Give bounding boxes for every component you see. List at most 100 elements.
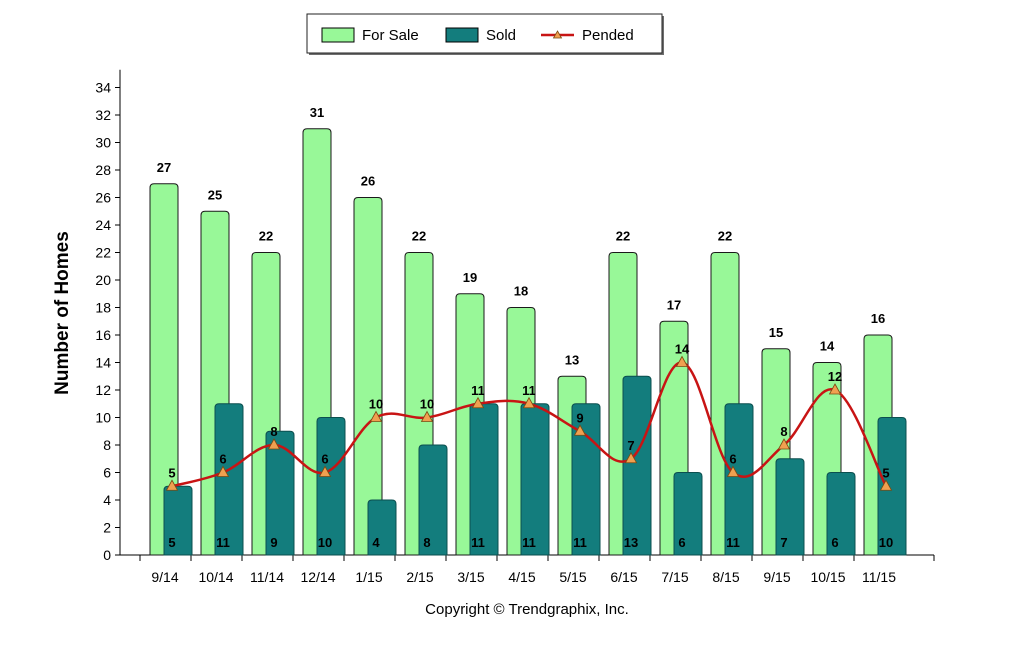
data-label-sold: 11 [471,535,485,550]
x-tick-label: 4/15 [508,569,535,585]
data-label-for-sale: 25 [208,187,222,202]
legend-swatch-for-sale [321,27,355,43]
y-tick-label: 28 [95,162,111,178]
x-tick-label: 8/15 [712,569,739,585]
data-label-pended: 6 [729,452,736,467]
data-label-pended: 12 [828,369,842,384]
data-label-for-sale: 14 [820,339,835,354]
point-pended [777,438,791,450]
data-label-sold: 10 [318,535,332,550]
data-label-for-sale: 22 [412,229,426,244]
series-sold [163,375,907,556]
data-label-for-sale: 19 [463,270,477,285]
point-pended [828,383,842,395]
legend-swatch-sold [445,27,479,43]
data-label-pended: 6 [219,452,226,467]
point-pended [216,465,230,477]
point-pended [726,465,740,477]
data-label-pended: 6 [321,452,328,467]
bar-sold [877,417,907,556]
data-label-for-sale: 13 [565,352,579,367]
y-tick-label: 12 [95,382,111,398]
data-label-for-sale: 22 [616,229,630,244]
data-label-sold: 8 [423,535,430,550]
y-tick-label: 0 [103,547,111,563]
data-label-pended: 10 [420,397,434,412]
bar-sold [469,403,499,556]
data-label-pended: 9 [576,410,583,425]
x-tick-label: 11/14 [250,569,284,585]
data-labels: 27 5 25 11 22 9 31 10 26 4 22 8 19 11 18 11 13 11 22 13 17 6 2… [157,105,893,550]
y-tick-label: 32 [95,107,111,123]
x-tick-label: 12/14 [300,569,335,585]
point-pended [675,355,689,367]
y-tick-label: 14 [95,355,111,371]
x-tick-label: 1/15 [355,569,382,585]
bar-sold [214,403,244,556]
x-tick-label: 11/15 [862,569,896,585]
y-tick-label: 34 [95,80,111,96]
data-label-pended: 8 [270,424,277,439]
point-pended [165,479,179,491]
point-pended [471,396,485,409]
data-label-sold: 11 [216,535,230,550]
bar-sold [775,458,805,556]
data-label-sold: 4 [372,535,380,550]
x-tick-label: 10/14 [198,569,233,585]
data-label-for-sale: 18 [514,284,528,299]
bar-sold [418,444,448,556]
bar-sold [571,403,601,556]
x-axis: 9/14 10/14 11/14 12/14 1/15 2/15 3/15 4/15 5/15 6… [120,554,935,585]
data-label-sold: 6 [678,535,685,550]
data-label-pended: 14 [675,342,690,357]
bar-sold [367,499,397,556]
y-tick-label: 2 [103,520,111,536]
data-label-sold: 11 [522,535,536,550]
point-pended [624,451,638,464]
x-tick-label: 3/15 [457,569,484,585]
point-pended [267,438,281,450]
point-pended [879,479,893,491]
data-label-sold: 5 [168,535,175,550]
data-label-for-sale: 31 [310,105,324,120]
y-tick-label: 6 [103,465,111,481]
x-tick-label: 10/15 [810,569,845,585]
bar-for-sale [149,183,179,556]
legend-label-sold: Sold [486,27,516,44]
x-tick-label: 6/15 [610,569,637,585]
y-tick-label: 26 [95,190,111,206]
data-label-pended: 5 [882,465,889,480]
y-tick-label: 24 [95,217,111,233]
bar-sold [520,403,550,556]
data-label-pended: 11 [522,383,536,398]
y-tick-label: 4 [103,492,111,508]
data-label-for-sale: 22 [718,229,732,244]
bar-sold [724,403,754,556]
data-label-pended: 7 [627,438,634,453]
data-label-for-sale: 16 [871,311,885,326]
bar-sold [826,472,856,556]
point-pended [522,396,536,409]
legend-box [306,13,663,54]
data-label-pended: 11 [471,383,485,398]
data-label-sold: 7 [780,535,787,550]
y-tick-label: 8 [103,437,111,453]
data-label-sold: 10 [879,535,893,550]
data-label-sold: 13 [624,535,638,550]
data-label-for-sale: 17 [667,297,681,312]
data-label-sold: 6 [831,535,838,550]
data-label-for-sale: 22 [259,229,273,244]
legend: For Sale Sold Pended [306,13,664,55]
copyright: Copyright © Trendgraphix, Inc. [425,601,629,618]
legend-marker-pended [552,30,563,39]
x-tick-label: 7/15 [661,569,688,585]
x-tick-label: 5/15 [559,569,586,585]
y-tick-label: 30 [95,135,111,151]
y-tick-label: 16 [95,327,111,343]
bar-sold [316,417,346,556]
y-tick-label: 20 [95,272,111,288]
data-label-for-sale: 15 [769,325,783,340]
data-label-sold: 11 [573,535,587,550]
